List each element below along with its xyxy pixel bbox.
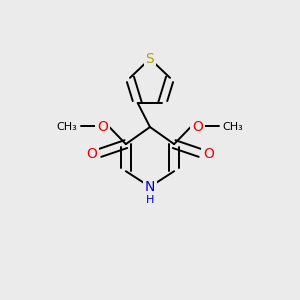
Text: O: O — [86, 146, 97, 161]
Text: N: N — [145, 180, 155, 194]
Text: O: O — [97, 120, 108, 134]
Text: S: S — [146, 52, 154, 66]
Text: O: O — [203, 146, 214, 161]
Text: CH₃: CH₃ — [223, 122, 243, 132]
Text: O: O — [192, 120, 203, 134]
Text: CH₃: CH₃ — [57, 122, 77, 132]
Text: H: H — [146, 195, 154, 205]
